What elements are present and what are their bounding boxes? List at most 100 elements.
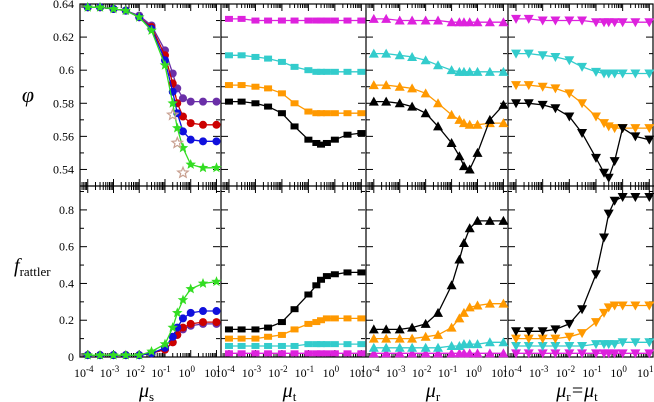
data-point [178,323,187,332]
data-point [212,120,221,129]
data-point [407,333,418,343]
data-point [368,324,379,334]
x-tick-label: 10-4 [74,364,94,380]
data-point [420,108,431,118]
x-tick-label-exponent: -4 [227,364,235,374]
data-point [644,69,654,79]
data-point [464,348,475,358]
data-point [146,346,157,356]
data-point [577,99,588,109]
data-point [644,338,654,348]
data-point [564,341,575,351]
data-point [407,342,418,352]
data-point [197,278,209,288]
x-axis-label-sub: s [149,389,154,402]
data-point [330,315,339,322]
series-orange [368,80,509,129]
data-point [433,121,444,131]
data-point [590,340,601,350]
data-point [330,350,339,357]
x-axis-label: μr [425,380,441,402]
data-point [277,350,286,357]
data-point [537,51,548,61]
data-point [394,15,405,25]
data-point [420,55,431,65]
data-point [317,68,326,75]
data-point [446,340,457,350]
data-point [343,315,352,322]
data-point [251,335,260,342]
x-axis-label-suffix: =μ [571,380,595,402]
data-point [433,329,444,339]
data-point [304,350,313,357]
data-point [472,339,483,349]
data-point [454,151,465,161]
x-axis-label-main: μ [425,380,436,402]
data-point [177,142,189,153]
data-point [484,17,495,27]
data-point [577,129,588,139]
data-point [433,98,444,108]
data-point [577,341,588,351]
x-tick-label-exponent: -4 [86,364,94,374]
series-line [229,271,362,331]
data-point [322,110,331,117]
data-point [523,49,534,59]
data-point [550,52,561,62]
data-point [609,18,620,28]
data-point [277,319,286,326]
data-point [537,341,548,351]
x-tick-label-base: 10 [125,366,137,380]
data-point [537,100,548,110]
data-point [186,119,195,128]
x-tick-label-exponent: -2 [280,364,288,374]
data-point [237,335,246,342]
data-point [454,313,465,323]
data-point [176,165,190,179]
x-tick-label: 10-2 [125,364,145,380]
data-point [264,333,273,340]
data-point [599,168,610,178]
data-point [277,17,286,24]
data-point [186,308,195,317]
data-point [237,98,246,105]
data-point [577,62,588,72]
data-point [511,14,522,24]
panel-2-top [224,15,366,148]
y-tick-label-top: 0.56 [53,129,74,143]
data-point [212,318,221,327]
x-tick-label: 10-1 [582,364,602,380]
data-point [381,333,392,343]
series-black [511,193,654,337]
x-tick-label-base: 10 [465,366,477,380]
data-point [322,315,331,322]
data-point [590,112,601,122]
data-point [394,324,405,334]
series-cyan [368,48,509,76]
data-point [186,319,195,328]
series-cyan [511,49,654,79]
data-point [609,124,620,134]
x-tick-label: 101 [637,364,654,380]
series-cyan [224,52,366,75]
data-point [224,335,233,342]
data-point [82,1,93,12]
series-orange [511,81,654,134]
data-point [381,80,392,90]
x-tick-label: 10-1 [151,364,171,380]
panel-1-top [82,1,222,179]
data-point [277,90,286,97]
data-point [211,162,222,173]
data-point [304,17,313,24]
data-point [537,349,548,359]
data-point [464,223,475,233]
data-point [511,349,522,359]
series-line [229,100,362,146]
data-point [523,99,534,109]
x-tick-label-base: 10 [100,366,112,380]
data-point [368,342,379,352]
data-point [484,337,495,347]
data-point [472,119,483,129]
x-tick-label-exponent: 0 [477,364,482,374]
data-point [108,3,119,14]
